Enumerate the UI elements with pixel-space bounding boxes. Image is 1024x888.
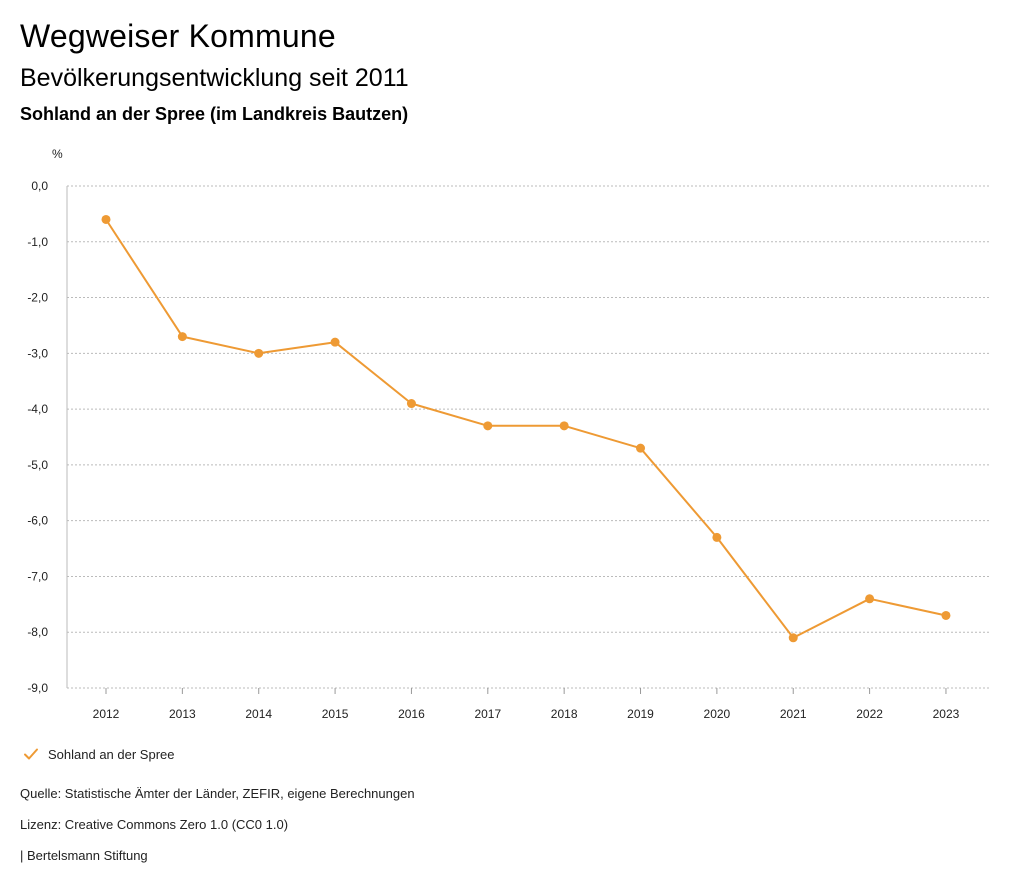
series-line: [105, 218, 947, 639]
x-tick-label: 2014: [245, 707, 272, 721]
publisher-note: | Bertelsmann Stiftung: [20, 848, 148, 863]
x-tick-label: 2021: [780, 707, 807, 721]
y-tick-label: -2,0: [27, 291, 48, 305]
license-note: Lizenz: Creative Commons Zero 1.0 (CC0 1…: [20, 817, 289, 832]
data-point: [788, 633, 798, 643]
region-title: Sohland an der Spree (im Landkreis Bautz…: [20, 104, 409, 124]
y-axis-unit: %: [52, 147, 63, 161]
series-layer: [101, 214, 951, 643]
y-tick-label: -6,0: [27, 514, 48, 528]
axis-layer: 0,0 -1,0 -2,0 -3,0 -4,0 -5,0 -6,0 -7,0 -8,0 -9,0%…: [27, 147, 959, 721]
data-point: [406, 399, 416, 409]
x-tick-label: 2012: [93, 707, 120, 721]
x-tick-label: 2023: [933, 707, 960, 721]
y-tick-label: -4,0: [27, 402, 48, 416]
source-note: Quelle: Statistische Ämter der Länder, Z…: [20, 786, 415, 801]
x-tick-label: 2015: [322, 707, 349, 721]
x-tick-label: 2019: [627, 707, 654, 721]
x-tick-label: 2013: [169, 707, 196, 721]
data-point: [712, 532, 722, 542]
line-chart: 0,0 -1,0 -2,0 -3,0 -4,0 -5,0 -6,0 -7,0 -8,0 -9,0%…: [27, 147, 990, 721]
x-tick-label: 2018: [551, 707, 578, 721]
x-tick-label: 2016: [398, 707, 425, 721]
y-tick-label: -5,0: [27, 458, 48, 472]
x-tick-label: 2017: [474, 707, 501, 721]
y-tick-label: 0,0: [31, 179, 48, 193]
y-tick-label: -9,0: [27, 681, 48, 695]
page-title: Wegweiser Kommune: [20, 18, 336, 54]
checkmark-icon: [24, 748, 38, 760]
legend-label: Sohland an der Spree: [48, 746, 175, 762]
data-point: [254, 348, 264, 358]
data-point: [865, 594, 875, 604]
chart-subtitle: Bevölkerungsentwicklung seit 2011: [20, 64, 409, 92]
data-point: [177, 332, 187, 342]
legend[interactable]: Sohland an der Spree: [22, 745, 174, 763]
y-tick-label: -1,0: [27, 235, 48, 249]
data-point: [330, 337, 340, 347]
y-tick-label: -3,0: [27, 346, 48, 360]
data-point: [941, 610, 951, 620]
data-point: [559, 421, 569, 431]
y-tick-label: -8,0: [27, 625, 48, 639]
x-tick-label: 2022: [856, 707, 883, 721]
data-point: [636, 443, 646, 453]
x-tick-label: 2020: [704, 707, 731, 721]
grid-layer: [67, 185, 990, 689]
data-point: [483, 421, 493, 431]
y-tick-label: -7,0: [27, 569, 48, 583]
data-point: [101, 214, 111, 224]
